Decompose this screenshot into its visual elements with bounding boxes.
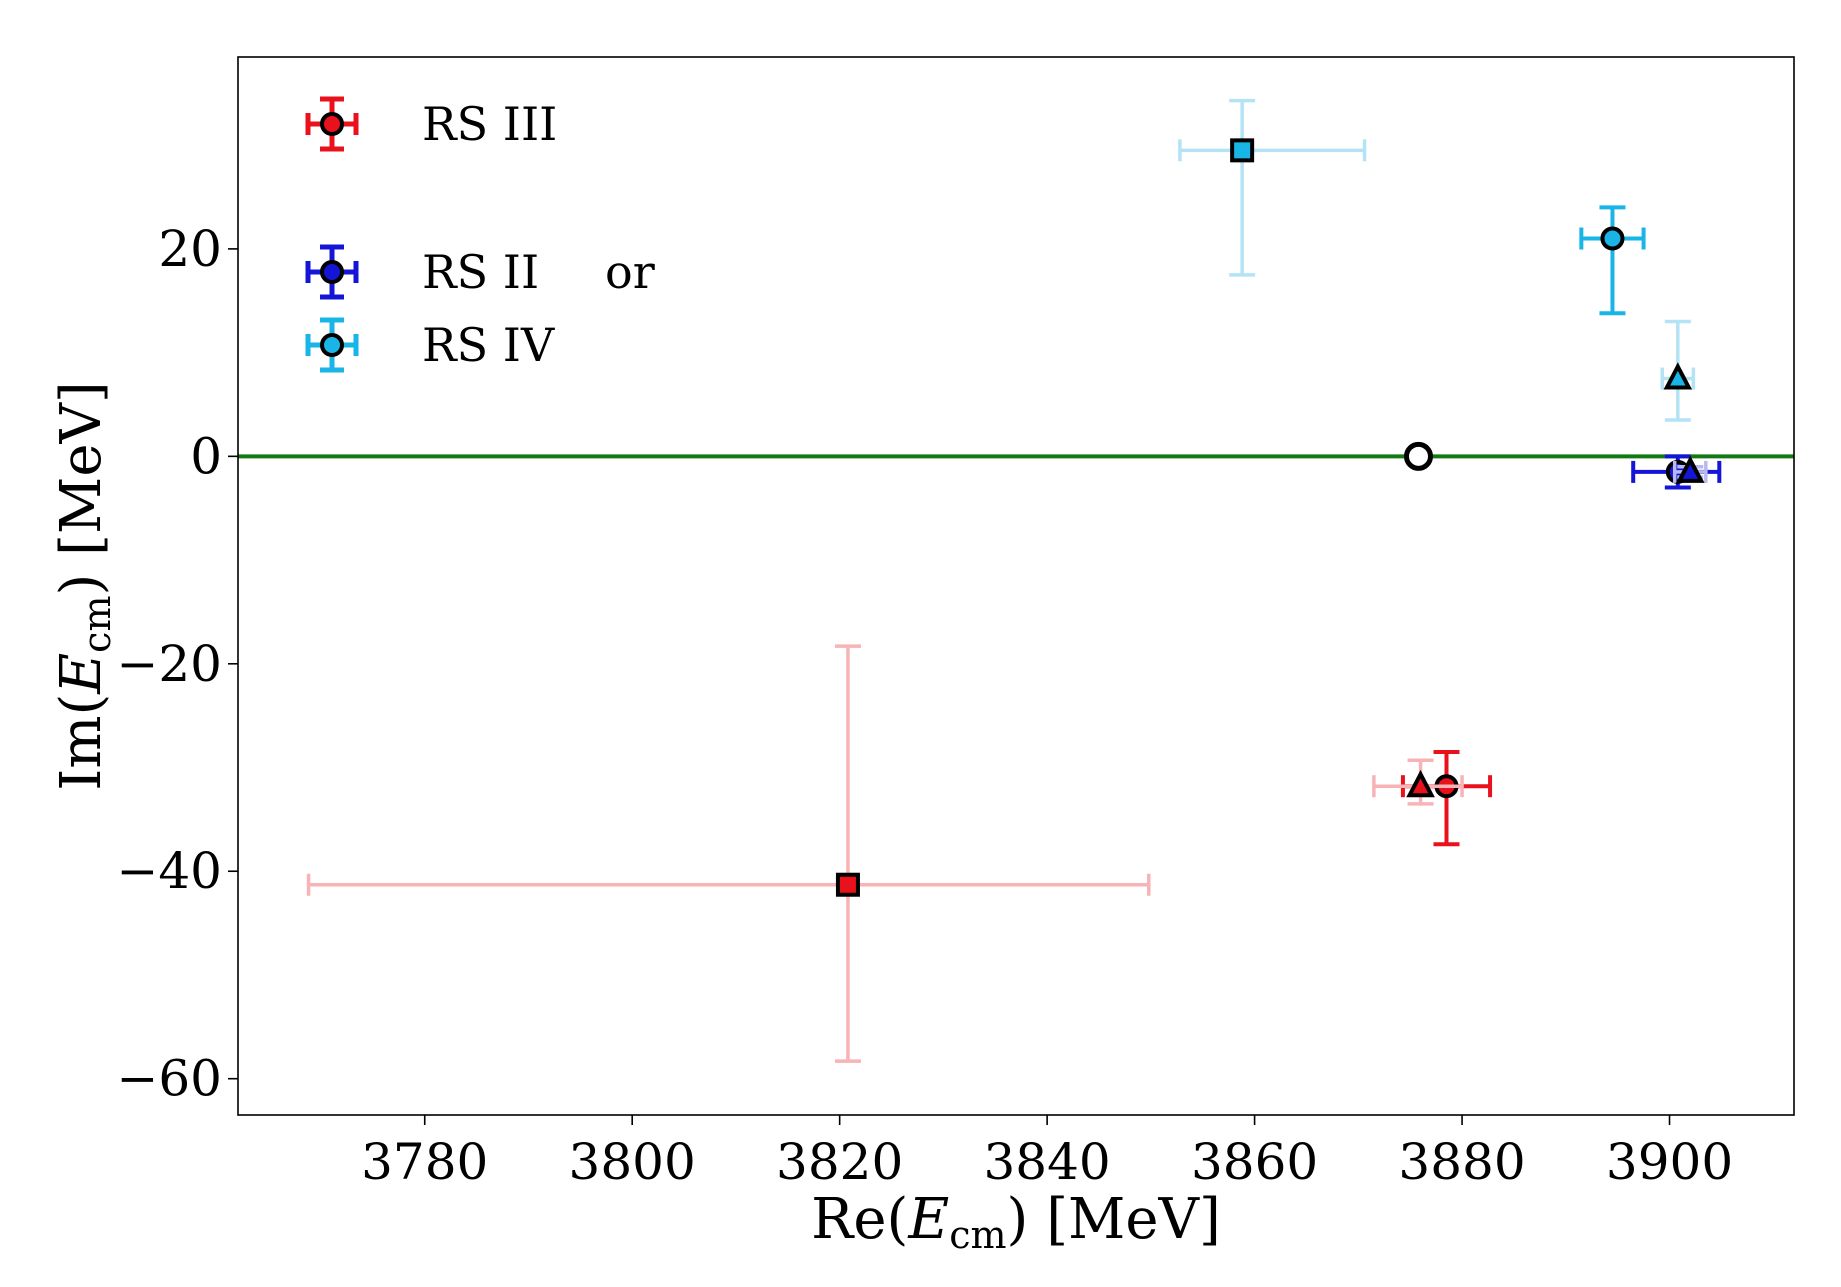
marker-square bbox=[1230, 138, 1255, 163]
legend-marker bbox=[320, 260, 344, 284]
x-tick-label: 3880 bbox=[1398, 1133, 1525, 1191]
legend: RS III RS II or RS IV bbox=[305, 96, 655, 373]
legend-marker bbox=[320, 333, 344, 357]
x-axis-label: Re(Ecm) [MeV] bbox=[811, 1187, 1221, 1257]
data-point bbox=[1403, 441, 1433, 471]
x-tick-label: 3820 bbox=[776, 1133, 903, 1191]
y-tick-label: −40 bbox=[116, 842, 222, 900]
data-point bbox=[1372, 758, 1464, 806]
data-point bbox=[1400, 749, 1493, 847]
marker-open-circle bbox=[1403, 441, 1433, 471]
x-tick-label: 3840 bbox=[983, 1133, 1110, 1191]
x-tick-label: 3860 bbox=[1191, 1133, 1318, 1191]
legend-label: RS IV bbox=[422, 318, 555, 372]
y-tick-label: −60 bbox=[116, 1050, 222, 1108]
x-tick-label: 3780 bbox=[361, 1133, 488, 1191]
legend-marker bbox=[320, 112, 344, 136]
y-axis-label: Im(Ecm) [MeV] bbox=[49, 381, 119, 791]
y-tick-label: 0 bbox=[190, 427, 222, 485]
legend-label: RS II bbox=[422, 245, 539, 299]
y-tick-label: 20 bbox=[158, 220, 222, 278]
legend-entry: RS III bbox=[305, 96, 557, 152]
marker-triangle bbox=[1663, 362, 1693, 390]
marker-circle bbox=[1600, 226, 1625, 251]
data-point bbox=[306, 644, 1151, 1063]
plot-layer bbox=[238, 98, 1794, 1063]
legend-label: RS III bbox=[422, 97, 557, 151]
ticks-layer: 3780 3800 3820 3840 3860 3880 3900 −60 −40 −20 0 20 bbox=[116, 220, 1733, 1191]
plot-frame bbox=[237, 56, 1795, 1116]
marker-square bbox=[835, 872, 860, 897]
marker-triangle bbox=[1406, 769, 1435, 798]
x-tick-label: 3800 bbox=[569, 1133, 696, 1191]
data-point bbox=[1579, 205, 1646, 316]
y-tick-label: −20 bbox=[116, 635, 222, 693]
legend-entry: RS IV bbox=[305, 317, 555, 373]
legend-or-label: or bbox=[605, 245, 655, 299]
data-point bbox=[1660, 319, 1696, 422]
data-point bbox=[1672, 455, 1708, 483]
data-point bbox=[1178, 98, 1367, 277]
marker-triangle bbox=[1675, 455, 1705, 483]
x-tick-label: 3900 bbox=[1606, 1133, 1733, 1191]
legend-entry: RS II or bbox=[305, 244, 655, 300]
